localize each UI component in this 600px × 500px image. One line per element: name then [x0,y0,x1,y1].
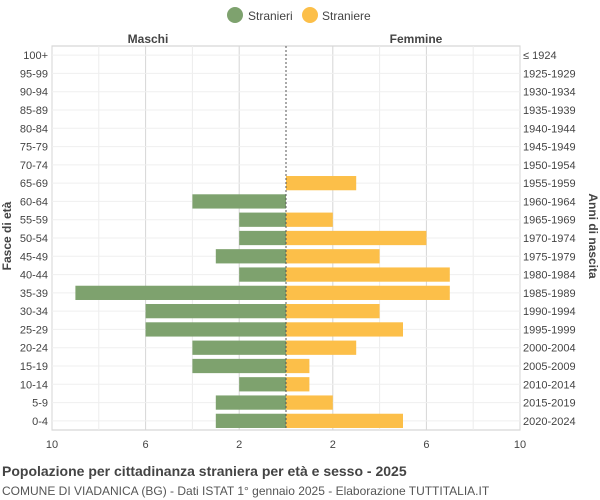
bar-female-65-69 [286,176,357,191]
birth-year-label: 1980-1984 [523,270,576,282]
birth-year-label: ≤ 1924 [523,50,557,62]
bar-female-5-9 [286,395,333,410]
bar-female-45-49 [286,249,380,264]
age-group-label: 60-64 [20,196,48,208]
chart-subtitle: COMUNE DI VIADANICA (BG) - Dati ISTAT 1°… [2,484,490,498]
age-group-label: 25-29 [20,324,48,336]
x-tick-label: 6 [423,439,429,451]
age-group-label: 20-24 [20,343,48,355]
birth-year-label: 1985-1989 [523,288,576,300]
x-tick-label: 6 [143,439,149,451]
birth-year-label: 2005-2009 [523,361,576,373]
birth-year-label: 1970-1974 [523,233,576,245]
age-group-label: 0-4 [32,416,48,428]
bar-female-15-19 [286,358,310,374]
age-group-label: 85-89 [20,105,48,117]
bar-male-35-39 [75,285,287,300]
left-header: Maschi [128,32,169,46]
y-axis-label-left: Fasce di età [0,201,14,270]
age-group-label: 80-84 [20,123,48,135]
chart-title: Popolazione per cittadinanza straniera p… [2,463,407,479]
x-tick-label: 10 [514,439,526,451]
bar-male-30-34 [145,304,286,319]
bar-female-25-29 [286,322,403,337]
birth-year-labels: ≤ 1924 1925-1929 1930-1934 1935-1939 1940-19… [523,50,576,428]
bar-female-20-24 [286,340,357,355]
age-group-label: 15-19 [20,361,48,373]
birth-year-label: 1940-1944 [523,123,576,135]
age-group-label: 65-69 [20,178,48,190]
bar-male-60-64 [192,194,286,209]
bar-female-35-39 [286,285,450,300]
age-group-label: 45-49 [20,251,48,263]
bar-female-50-54 [286,230,427,246]
bar-female-10-14 [286,377,310,392]
birth-year-label: 1935-1939 [523,105,576,117]
legend-label-stranieri: Stranieri [248,9,293,23]
bar-male-45-49 [215,249,286,264]
birth-year-label: 2020-2024 [523,416,576,428]
age-group-label: 55-59 [20,215,48,227]
birth-year-label: 1950-1954 [523,160,576,172]
legend: Stranieri Straniere [227,7,371,23]
x-tick-labels: 10 6 2 2 6 10 [46,439,526,451]
bar-male-10-14 [239,377,286,392]
birth-year-label: 1990-1994 [523,306,576,318]
age-group-label: 30-34 [20,306,48,318]
age-group-label: 100+ [23,50,48,62]
age-group-label: 10-14 [20,379,48,391]
right-header: Femmine [390,32,443,46]
birth-year-label: 1930-1934 [523,87,576,99]
bars [75,46,450,430]
age-group-label: 40-44 [20,270,48,282]
bar-male-15-19 [192,358,286,374]
birth-year-label: 1955-1959 [523,178,576,190]
legend-label-straniere: Straniere [322,9,371,23]
age-group-label: 35-39 [20,288,48,300]
birth-year-label: 1925-1929 [523,68,576,80]
age-group-label: 95-99 [20,68,48,80]
birth-year-label: 2010-2014 [523,379,576,391]
legend-marker-straniere [302,7,318,23]
age-group-label: 5-9 [32,398,48,410]
bar-male-40-44 [239,267,286,282]
bar-male-0-4 [215,413,286,428]
age-group-label: 70-74 [20,160,48,172]
bar-male-20-24 [192,340,286,355]
age-group-label: 75-79 [20,142,48,154]
bar-female-0-4 [286,413,403,428]
age-group-label: 50-54 [20,233,48,245]
birth-year-label: 2015-2019 [523,398,576,410]
bar-female-30-34 [286,304,380,319]
birth-year-label: 1965-1969 [523,215,576,227]
x-tick-label: 2 [236,439,242,451]
birth-year-label: 1975-1979 [523,251,576,263]
birth-year-label: 1995-1999 [523,324,576,336]
bar-female-40-44 [286,267,450,282]
bar-male-50-54 [239,230,286,246]
bar-male-5-9 [215,395,286,410]
birth-year-label: 1960-1964 [523,196,576,208]
age-group-labels: 100+ 95-99 90-94 85-89 80-84 75-79 70-74 65-69 6… [20,50,48,428]
birth-year-label: 2000-2004 [523,343,576,355]
y-axis-label-right: Anni di nascita [586,193,600,279]
bar-female-55-59 [286,212,333,227]
bar-male-25-29 [145,322,286,337]
birth-year-label: 1945-1949 [523,142,576,154]
age-group-label: 90-94 [20,87,48,99]
x-tick-label: 10 [46,439,58,451]
x-tick-label: 2 [330,439,336,451]
bar-male-55-59 [239,212,286,227]
legend-marker-stranieri [227,7,243,23]
